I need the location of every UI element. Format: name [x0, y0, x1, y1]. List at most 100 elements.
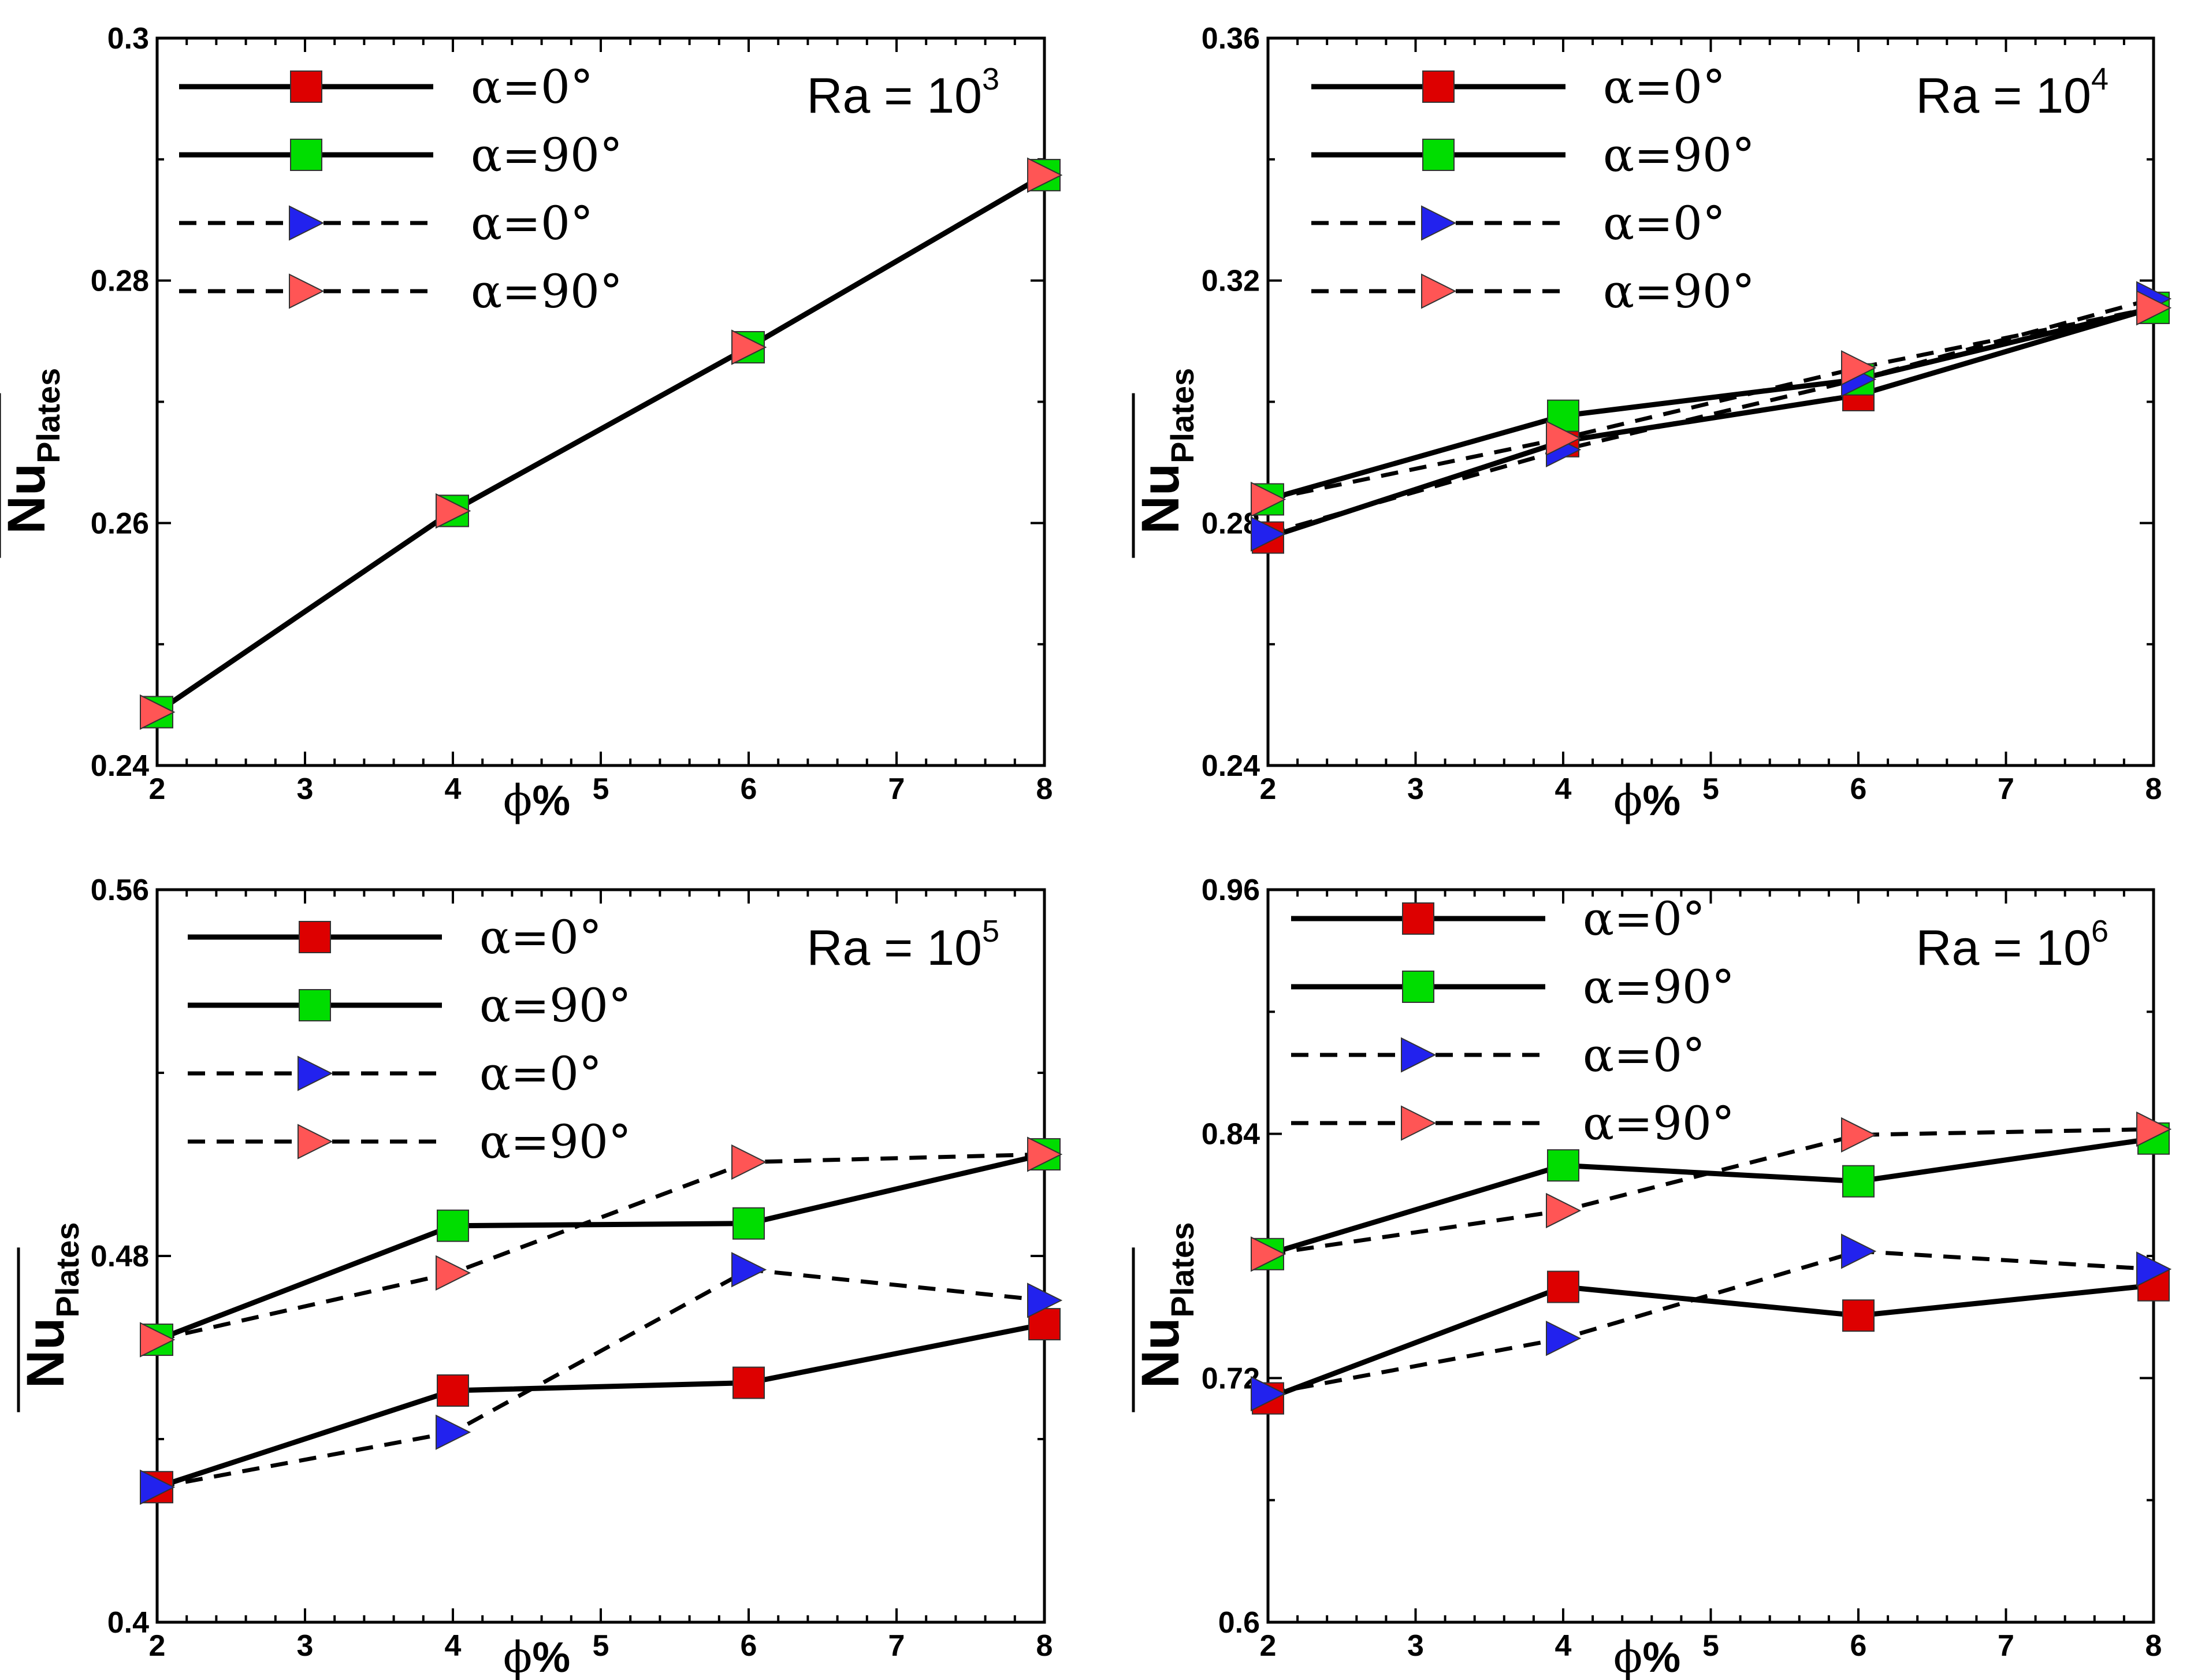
- legend-item-alpha90-solid: α=90°: [1291, 960, 1735, 1014]
- legend-marker: [289, 205, 325, 241]
- legend-marker: [299, 989, 331, 1021]
- series-line: [1267, 305, 2155, 502]
- x-tick-label: 6: [1850, 1629, 1867, 1663]
- series-markers-alpha0-dashed: [1251, 1233, 2172, 1412]
- x-tick-label: 3: [1407, 1629, 1424, 1663]
- x-tick-label: 3: [297, 772, 314, 806]
- series-alpha0-solid: [1267, 1283, 2154, 1401]
- y-axis-label: NuPlates: [1131, 368, 1200, 558]
- legend-label: α=90°: [1603, 128, 1755, 182]
- y-axis-text: NuPlates: [16, 1222, 85, 1389]
- y-axis-main: Nu: [1131, 463, 1190, 534]
- x-tick-label: 2: [1260, 772, 1277, 806]
- legend-label: α=90°: [471, 128, 623, 182]
- legend-label: α=90°: [471, 265, 623, 318]
- data-point: [2136, 1251, 2172, 1287]
- legend-item-alpha0-solid: α=0°: [1291, 892, 1705, 946]
- series-markers-alpha90-dashed: [140, 157, 1063, 730]
- y-tick-label: 0.48: [91, 1240, 149, 1273]
- legend-label: α=90°: [1583, 960, 1735, 1014]
- data-point: [1546, 420, 1582, 456]
- series-alpha0-dashed: [1267, 1249, 2154, 1396]
- data-point: [1251, 1376, 1286, 1412]
- legend-label: α=0°: [479, 1047, 602, 1101]
- ra-base: Ra = 10: [806, 920, 982, 976]
- ra-exponent: 5: [982, 914, 999, 949]
- data-point: [2136, 1111, 2172, 1147]
- data-point: [732, 1207, 765, 1240]
- series-line: [156, 1321, 1045, 1490]
- x-tick-label: 5: [593, 772, 609, 806]
- data-point: [436, 1414, 471, 1450]
- x-tick-label: 7: [1998, 1629, 2014, 1663]
- data-point: [1546, 1321, 1582, 1356]
- legend-marker: [1422, 139, 1455, 171]
- x-axis-label: ϕ%: [1613, 1633, 1680, 1680]
- ra-annotation: Ra = 105: [806, 914, 999, 976]
- series-alpha90-dashed: [1267, 306, 2154, 501]
- data-point: [1547, 1149, 1579, 1182]
- legend-label: α=0°: [479, 910, 602, 964]
- legend-label: α=90°: [1603, 265, 1755, 318]
- x-tick-label: 2: [149, 1629, 166, 1663]
- x-tick-label: 7: [888, 1629, 905, 1663]
- x-tick-label: 8: [1036, 1629, 1053, 1663]
- x-axis-symbol: ϕ: [1613, 1633, 1642, 1680]
- y-axis-label: NuPlates: [16, 1222, 85, 1413]
- x-axis-symbol: ϕ: [503, 776, 532, 826]
- data-point: [436, 493, 471, 529]
- legend-item-alpha90-solid: α=90°: [179, 128, 623, 182]
- series-alpha90-solid: [155, 173, 1046, 715]
- x-axis-symbol: ϕ: [503, 1633, 532, 1680]
- series-markers-alpha90-solid: [1252, 291, 2170, 516]
- data-point: [140, 694, 176, 730]
- legend-marker: [1401, 1037, 1437, 1073]
- data-point: [731, 1144, 767, 1180]
- chart-panel-top-left: 2 3 4 5 6 7 8 0.24 0.26 0.28 0.3 ϕ% NuPlates α=0° α=90…: [0, 22, 1063, 826]
- legend-item-alpha90-solid: α=90°: [1311, 128, 1755, 182]
- series-markers-alpha0-solid: [141, 1308, 1061, 1504]
- legend-marker: [1421, 273, 1457, 309]
- legend-marker: [1402, 902, 1434, 935]
- series-line: [157, 1268, 1045, 1489]
- series-alpha0-solid: [1267, 305, 2155, 540]
- ra-annotation: Ra = 104: [1916, 62, 2109, 124]
- y-tick-label: 0.96: [1202, 874, 1260, 907]
- legend-label: α=0°: [1583, 892, 1705, 946]
- y-tick-label: 0.36: [1202, 22, 1260, 55]
- series-markers-alpha90-dashed: [1251, 290, 2172, 518]
- y-axis-main: Nu: [16, 1318, 75, 1389]
- x-tick-label: 3: [297, 1629, 314, 1663]
- y-axis-text: NuPlates: [1131, 1222, 1200, 1389]
- series-markers-alpha90-solid: [141, 1138, 1061, 1356]
- x-tick-label: 6: [741, 772, 757, 806]
- y-axis-label: NuPlates: [0, 368, 66, 558]
- x-axis-label: ϕ%: [503, 776, 570, 826]
- data-point: [1841, 350, 1877, 386]
- y-axis-subscript: Plates: [1164, 1222, 1200, 1318]
- data-point: [1841, 1233, 1877, 1269]
- y-tick-label: 0.28: [91, 265, 149, 298]
- legend-marker: [298, 1055, 333, 1091]
- x-tick-label: 2: [149, 772, 166, 806]
- x-tick-label: 5: [1702, 1629, 1719, 1663]
- x-tick-label: 4: [445, 772, 462, 806]
- data-point: [1841, 1117, 1877, 1153]
- x-tick-label: 8: [2145, 1629, 2162, 1663]
- data-point: [1251, 481, 1286, 518]
- y-tick-label: 0.26: [91, 507, 149, 540]
- x-axis-label: ϕ%: [1613, 776, 1680, 826]
- x-tick-label: 7: [888, 772, 905, 806]
- y-axis-main: Nu: [0, 463, 56, 534]
- ra-annotation: Ra = 106: [1916, 914, 2109, 976]
- data-point: [1842, 1299, 1875, 1332]
- y-axis-subscript: Plates: [30, 368, 66, 463]
- legend-item-alpha90-dashed: α=90°: [179, 265, 623, 318]
- series-markers-alpha0-dashed: [140, 1252, 1063, 1505]
- series-alpha90-solid: [1267, 305, 2155, 502]
- x-tick-label: 4: [1555, 1629, 1572, 1663]
- chart-panel-bottom-right: 2 3 4 5 6 7 8 0.6 0.72 0.84 0.96 ϕ% NuPlates α=0° α=90…: [1131, 874, 2172, 1680]
- legend-item-alpha90-solid: α=90°: [188, 979, 631, 1032]
- series-alpha90-solid: [156, 1151, 1046, 1343]
- legend-item-alpha90-dashed: α=90°: [188, 1115, 631, 1169]
